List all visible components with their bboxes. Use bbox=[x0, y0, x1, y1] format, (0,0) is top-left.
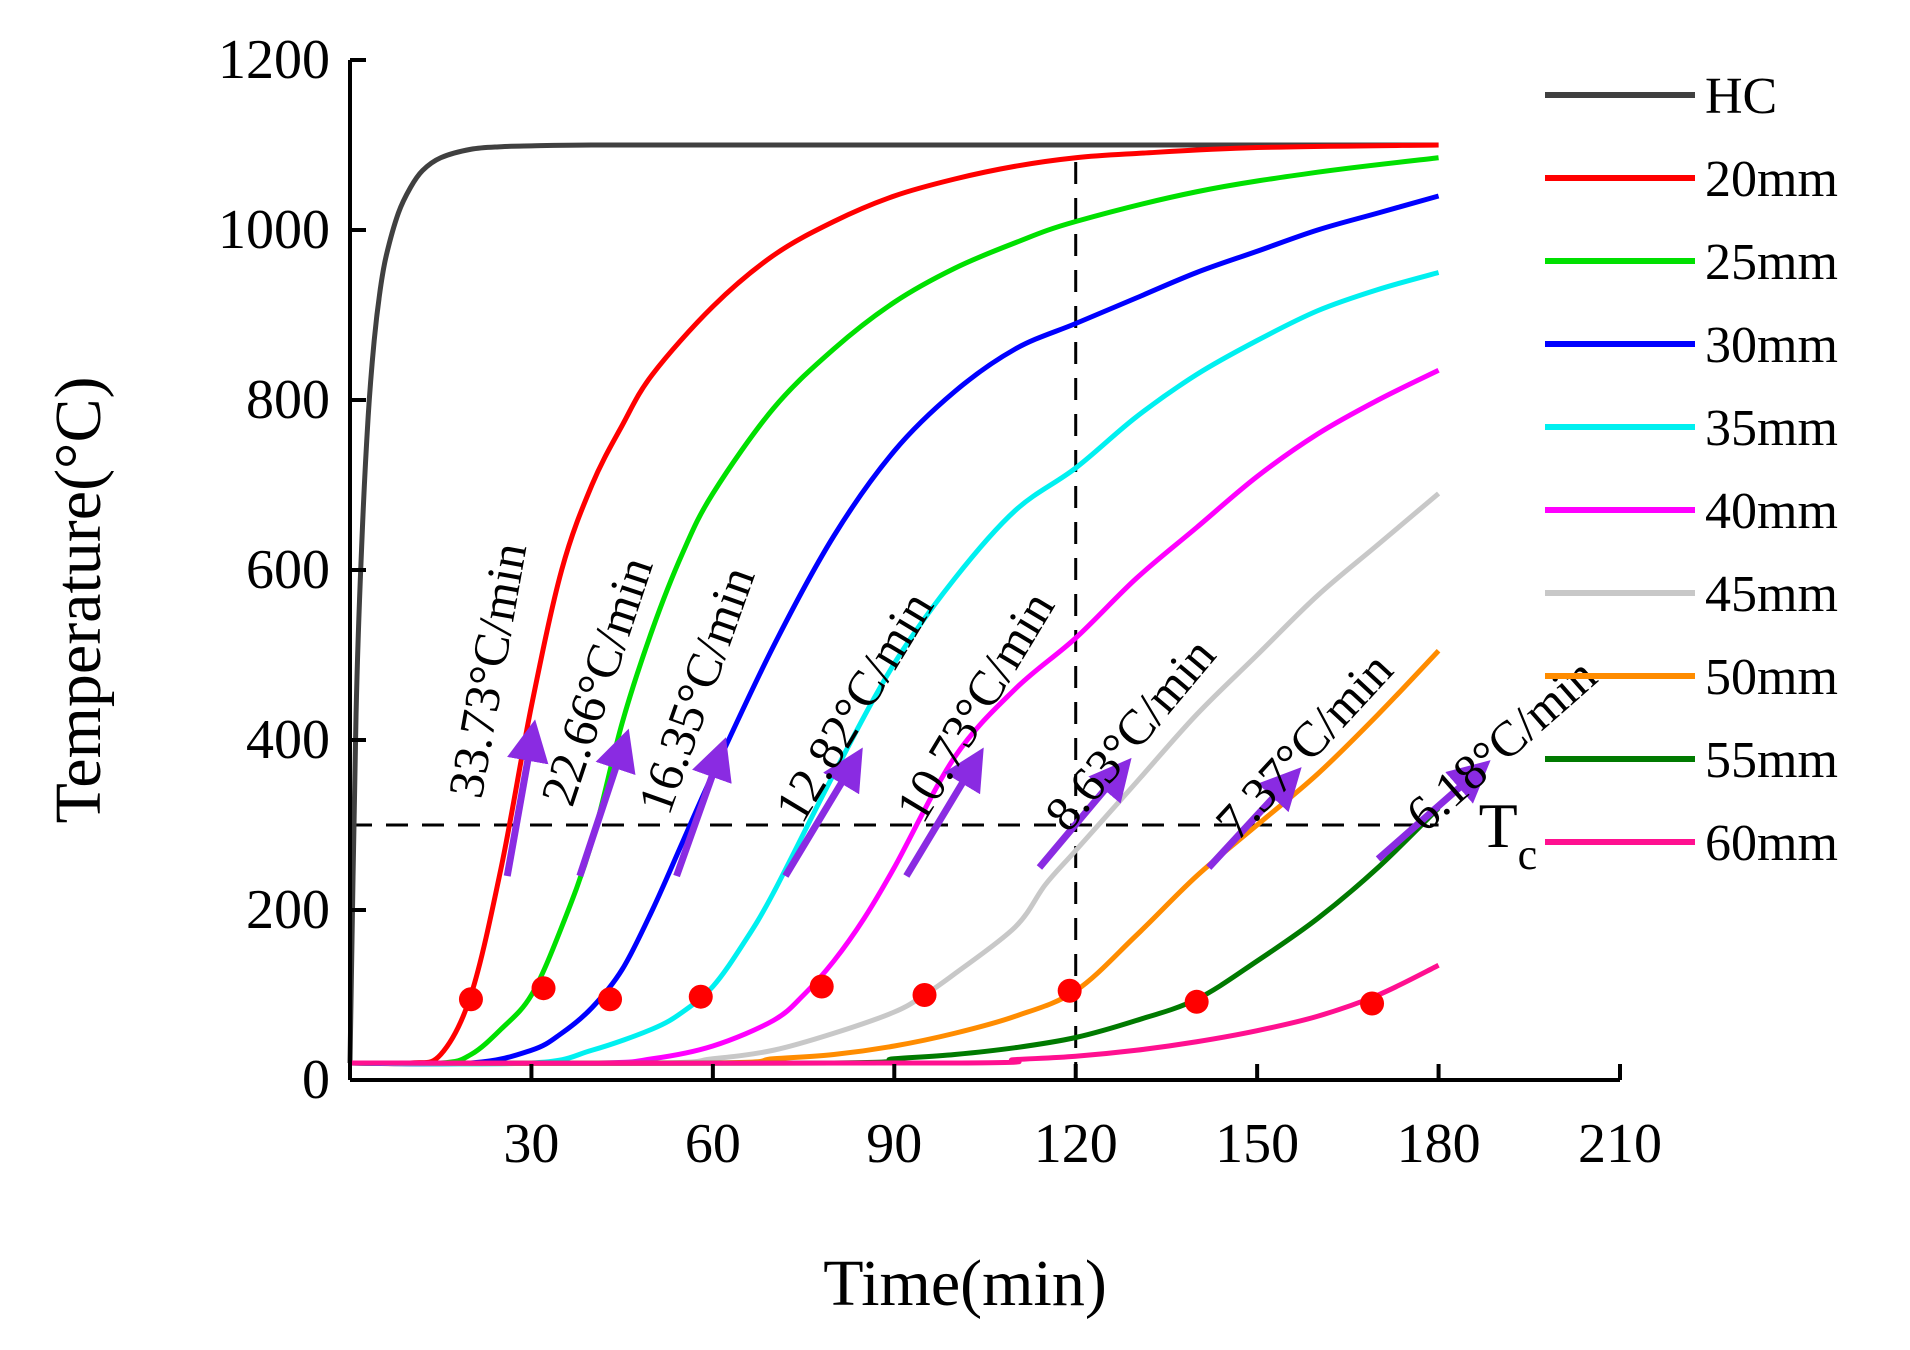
legend-label-60mm: 60mm bbox=[1705, 815, 1838, 872]
rate-arrow-50mm bbox=[1206, 767, 1302, 870]
y-tick-label-0: 0 bbox=[302, 1049, 330, 1111]
series-line-45mm bbox=[349, 491, 1441, 1066]
marker-point-60mm bbox=[1360, 991, 1385, 1016]
legend-label-30mm: 30mm bbox=[1705, 317, 1838, 374]
legend-label-25mm: 25mm bbox=[1705, 234, 1838, 291]
y-tick-label-600: 600 bbox=[246, 539, 330, 601]
rate-arrow-25mm bbox=[576, 728, 636, 878]
marker-point-30mm bbox=[598, 987, 623, 1012]
series-line-40mm bbox=[349, 368, 1440, 1066]
series-line-60mm bbox=[349, 963, 1440, 1066]
series-line-20mm bbox=[349, 142, 1439, 1067]
legend-label-45mm: 45mm bbox=[1705, 566, 1838, 623]
rate-arrow-20mm bbox=[503, 719, 549, 877]
marker-point-25mm bbox=[531, 976, 556, 1001]
rate-arrow-40mm bbox=[903, 747, 984, 878]
series-line-25mm bbox=[349, 155, 1439, 1067]
x-tick-label-150: 150 bbox=[1215, 1113, 1299, 1175]
rate-label-45mm: 8.63°C/min bbox=[1034, 627, 1227, 841]
x-axis-title: Time(min) bbox=[823, 1247, 1107, 1320]
legend-label-55mm: 55mm bbox=[1705, 732, 1838, 789]
series-line-35mm bbox=[349, 270, 1440, 1067]
rate-arrow-45mm bbox=[1036, 757, 1132, 870]
marker-point-55mm bbox=[1184, 989, 1209, 1014]
marker-point-45mm bbox=[912, 983, 937, 1007]
y-tick-label-400: 400 bbox=[246, 709, 330, 771]
rate-arrow-35mm bbox=[782, 747, 863, 878]
y-axis-title: Temperature(°C) bbox=[42, 377, 115, 824]
tc-label-main: T bbox=[1479, 790, 1518, 861]
tc-label: Tc bbox=[1479, 790, 1538, 879]
x-tick-label-60: 60 bbox=[685, 1113, 741, 1175]
legend-label-20mm: 20mm bbox=[1705, 151, 1838, 208]
marker-point-50mm bbox=[1057, 978, 1082, 1003]
y-tick-label-800: 800 bbox=[246, 369, 330, 431]
series-line-30mm bbox=[349, 193, 1440, 1067]
legend-label-40mm: 40mm bbox=[1705, 483, 1838, 540]
marker-point-40mm bbox=[809, 974, 834, 999]
rate-arrow-55mm bbox=[1375, 760, 1491, 862]
x-tick-label-90: 90 bbox=[866, 1113, 922, 1175]
series-line-hc bbox=[347, 142, 1439, 1064]
legend-label-50mm: 50mm bbox=[1705, 649, 1838, 706]
marker-point-20mm bbox=[458, 987, 483, 1012]
legend-label-hc: HC bbox=[1705, 68, 1777, 125]
x-tick-label-120: 120 bbox=[1034, 1113, 1118, 1175]
x-tick-label-180: 180 bbox=[1397, 1113, 1481, 1175]
y-tick-label-1200: 1200 bbox=[218, 29, 330, 91]
x-tick-label-210: 210 bbox=[1578, 1113, 1662, 1175]
legend-label-35mm: 35mm bbox=[1705, 400, 1838, 457]
y-tick-label-200: 200 bbox=[246, 879, 330, 941]
y-tick-label-1000: 1000 bbox=[218, 199, 330, 261]
tc-label-subscript: c bbox=[1518, 830, 1538, 879]
x-tick-label-30: 30 bbox=[503, 1113, 559, 1175]
marker-point-35mm bbox=[688, 984, 713, 1009]
rate-arrow-30mm bbox=[673, 737, 732, 878]
rate-label-50mm: 7.37°C/min bbox=[1204, 641, 1403, 850]
